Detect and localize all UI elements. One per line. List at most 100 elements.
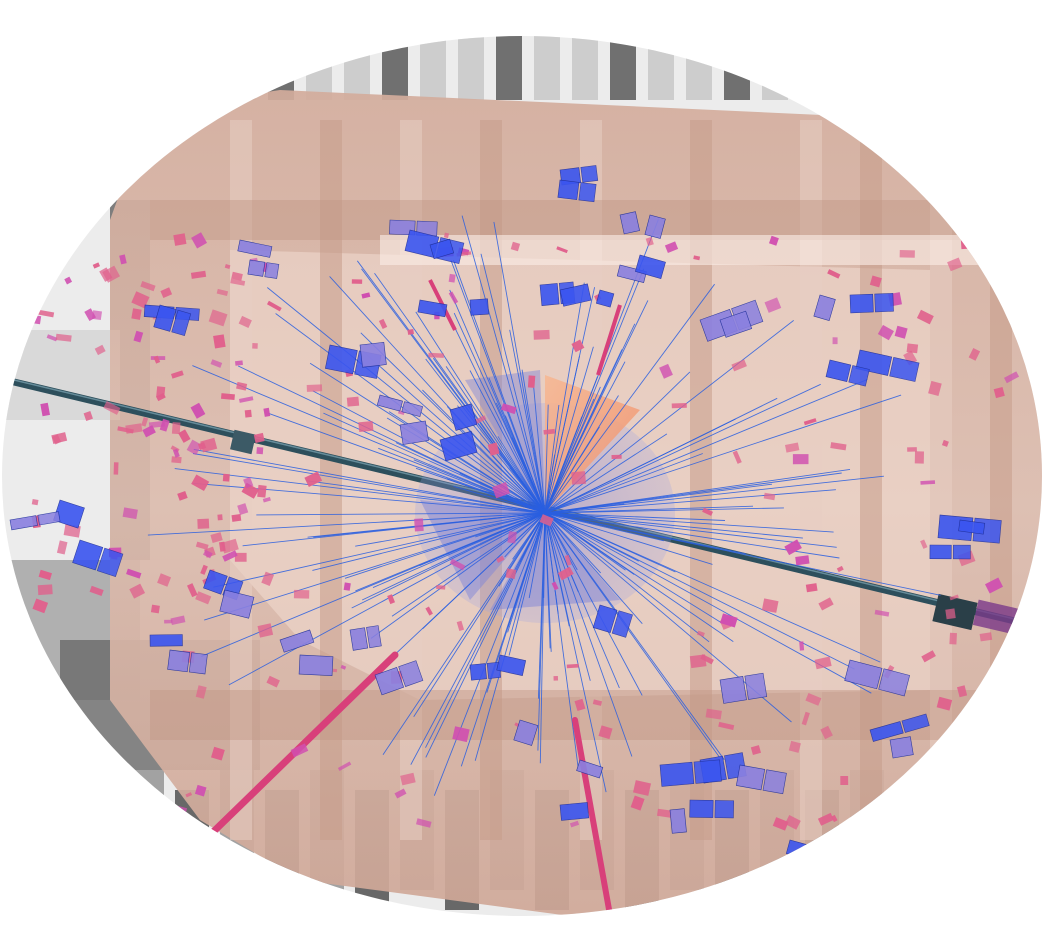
detector-support [940, 770, 974, 890]
muon-chamber [874, 293, 894, 313]
muon-chamber [849, 293, 874, 314]
track-line [382, 512, 546, 756]
calorimeter-hit [173, 233, 187, 246]
track-line [544, 371, 691, 514]
detector-rib [952, 36, 978, 100]
track-line [544, 512, 713, 565]
calorimeter-hit [332, 668, 338, 673]
calorimeter-hit [799, 641, 805, 651]
calorimeter-hit [803, 418, 817, 426]
calorimeter-hit [936, 696, 953, 711]
detector-rib [154, 36, 180, 100]
calorimeter-hit [195, 591, 212, 605]
calorimeter-hit [340, 664, 347, 670]
muon-chamber [513, 719, 539, 746]
track-line [528, 512, 546, 599]
calorimeter-hit [496, 555, 505, 563]
calorimeter-hit [195, 541, 209, 550]
calorimeter-hit [874, 609, 890, 617]
track-line [329, 276, 546, 514]
track-line [507, 512, 546, 628]
calorimeter-hit [539, 514, 554, 527]
calorimeter-hit [290, 743, 309, 758]
calorimeter-hit [131, 308, 142, 320]
calorimeter-hit [387, 594, 396, 605]
calorimeter-hit [702, 507, 713, 516]
detector-support [985, 790, 1019, 910]
track-line [544, 383, 821, 514]
calorimeter-hit [230, 278, 246, 286]
calorimeter-hit [257, 623, 274, 638]
track-line [544, 512, 635, 575]
track-line [544, 268, 645, 514]
track-line [493, 221, 546, 514]
muon-track [572, 717, 613, 916]
calorimeter-hit [187, 583, 198, 598]
calorimeter-hit [191, 474, 210, 492]
jet-cone-left [420, 500, 545, 600]
calorimeter-hit [37, 584, 53, 596]
track-line [544, 323, 636, 514]
calorimeter-hit [831, 814, 838, 823]
calorimeter-hit [592, 699, 603, 706]
track-line [425, 512, 546, 748]
detector-rib [610, 36, 636, 100]
calorimeter-hit [171, 456, 182, 464]
track-line [415, 311, 546, 514]
muon-chamber [848, 365, 870, 387]
track-line [449, 289, 546, 514]
track-line [544, 395, 619, 514]
track-line [544, 376, 598, 514]
track-line [544, 404, 560, 514]
calorimeter-hit [718, 721, 735, 730]
calorimeter-hit [416, 818, 432, 828]
calorimeter-hit [920, 480, 936, 485]
calorimeter-hit [784, 814, 801, 830]
track-line [544, 433, 668, 514]
detector-rib [990, 36, 1016, 100]
calorimeter-hit [448, 273, 456, 283]
muon-chamber [644, 214, 666, 239]
calorimeter-hit [960, 237, 976, 250]
detector-rib [40, 36, 66, 100]
calorimeter-hit [119, 254, 127, 265]
muon-chamber [813, 294, 836, 321]
calorimeter-hit [293, 589, 310, 599]
track-line [228, 512, 546, 686]
calorimeter-hit [219, 541, 226, 552]
calorimeter-hit [236, 381, 248, 391]
calorimeter-hit [126, 568, 142, 579]
detector-rib [686, 36, 712, 100]
calorimeter-hit [122, 507, 138, 520]
muon-chamber [374, 667, 405, 696]
calorimeter-hit [696, 630, 705, 637]
calorimeter-hit [150, 604, 160, 614]
track-line [312, 512, 546, 571]
muon-chamber [366, 625, 382, 649]
calorimeter-hit [131, 291, 150, 309]
calorimeter-hit [113, 462, 119, 475]
calorimeter-hit [210, 359, 223, 368]
calorimeter-hit [1004, 371, 1020, 384]
detector-rib [420, 36, 446, 100]
calorimeter-hit [191, 232, 208, 249]
calorimeter-hit [788, 740, 801, 753]
muon-chamber [878, 668, 911, 697]
calorimeter-hit [836, 565, 844, 573]
muon-chamber [539, 283, 560, 306]
track-line [453, 312, 546, 514]
track-line [504, 512, 546, 558]
track-line [306, 480, 546, 514]
calorimeter-hit [244, 409, 252, 418]
calorimeter-hit [337, 761, 352, 771]
calorimeter-hit [877, 324, 894, 341]
muon-chamber [693, 759, 722, 784]
calorimeter-hit [656, 808, 672, 818]
track-line [395, 442, 546, 514]
calorimeter-hit [543, 428, 556, 435]
beam-pipe-flange [230, 429, 256, 455]
calorimeter-hits [29, 232, 1020, 831]
calorimeter-hit [598, 725, 613, 740]
muon-chamber [153, 304, 177, 332]
calorimeter-hit [141, 417, 149, 427]
